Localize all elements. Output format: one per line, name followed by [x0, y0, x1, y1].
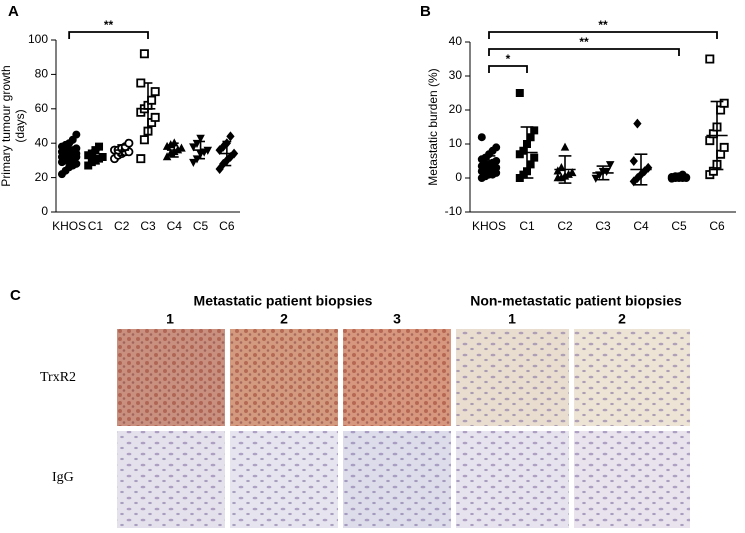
data-point	[526, 160, 535, 169]
image-texture	[117, 329, 225, 426]
data-point	[139, 49, 149, 59]
x-tick-label: C5	[671, 219, 687, 233]
data-point	[526, 133, 535, 142]
x-tick-label: KHOS	[472, 219, 506, 233]
data-point	[567, 168, 577, 177]
image-texture	[343, 431, 451, 528]
y-tick-label: 20	[35, 170, 49, 184]
data-point	[492, 156, 501, 165]
data-point	[124, 138, 134, 148]
image-texture	[574, 431, 690, 528]
significance-label: **	[579, 35, 589, 49]
x-tick-label: C2	[557, 219, 573, 233]
data-point	[147, 95, 157, 105]
y-tick-label: 20	[449, 102, 463, 116]
image-texture	[456, 431, 569, 528]
column-label: 1	[166, 311, 174, 327]
significance-bracket	[488, 31, 718, 39]
y-tick-label: -10	[445, 204, 463, 218]
significance-label: **	[598, 18, 608, 32]
row-label: TrxR2	[40, 370, 76, 385]
data-point	[226, 131, 235, 142]
y-tick-label: 40	[449, 34, 463, 48]
x-tick-label: C4	[633, 219, 649, 233]
image-texture	[456, 329, 569, 426]
x-tick-label: C4	[167, 219, 183, 233]
y-tick-label: 100	[28, 32, 48, 46]
data-point	[705, 54, 715, 64]
data-point	[136, 154, 146, 164]
data-point	[629, 156, 638, 166]
image-texture	[117, 431, 225, 528]
data-point	[95, 142, 104, 151]
image-texture	[574, 329, 690, 426]
data-point	[633, 118, 642, 129]
row-label: IgG	[52, 470, 74, 485]
panel-label: A	[8, 3, 19, 20]
data-point	[189, 158, 198, 167]
group-title: Metastatic patient biopsies	[194, 293, 373, 309]
image-texture	[343, 329, 451, 426]
data-point	[136, 78, 146, 88]
data-point	[602, 167, 611, 177]
x-tick-label: C5	[193, 219, 209, 233]
x-tick-label: C3	[140, 219, 156, 233]
y-axis-label: Metastatic burden (%)	[426, 68, 440, 185]
data-point	[719, 98, 729, 108]
micrographs	[117, 329, 690, 528]
y-tick-label: 60	[35, 101, 49, 115]
data-point	[150, 112, 160, 122]
x-tick-label: C1	[88, 219, 104, 233]
column-label: 2	[618, 311, 626, 327]
y-tick-label: 0	[455, 170, 462, 184]
panel-label: C	[10, 287, 21, 304]
y-tick-label: 80	[35, 67, 49, 81]
data-point	[139, 135, 149, 145]
data-point	[519, 146, 528, 155]
y-tick-label: 0	[41, 204, 48, 218]
y-tick-label: 40	[35, 135, 49, 149]
data-point	[530, 126, 539, 135]
data-point	[605, 161, 615, 170]
data-point	[560, 142, 570, 151]
x-tick-label: C2	[114, 219, 130, 233]
y-tick-label: 30	[449, 68, 463, 82]
group-title: Non-metastatic patient biopsies	[470, 293, 682, 309]
image-texture	[230, 329, 338, 426]
data-point	[477, 133, 486, 142]
significance-bracket	[488, 48, 680, 56]
y-tick-label: 10	[449, 136, 463, 150]
x-tick-label: C6	[219, 219, 235, 233]
column-label: 2	[280, 311, 288, 327]
data-point	[72, 130, 81, 139]
data-point	[189, 143, 198, 152]
significance-label: *	[506, 52, 511, 66]
x-tick-label: C3	[595, 219, 611, 233]
significance-label: **	[104, 18, 114, 32]
data-point	[492, 143, 501, 152]
panel-label: B	[420, 3, 431, 20]
data-point	[591, 174, 601, 183]
data-point	[150, 87, 160, 97]
x-tick-label: KHOS	[52, 219, 86, 233]
column-label: 3	[393, 311, 401, 327]
x-tick-label: C6	[709, 219, 725, 233]
y-axis-label: (days)	[13, 109, 27, 142]
data-point	[719, 142, 729, 152]
significance-bracket	[68, 31, 149, 39]
data-point	[515, 89, 524, 97]
data-point	[196, 134, 205, 143]
data-point	[215, 164, 224, 174]
significance-bracket	[488, 65, 528, 73]
column-label: 1	[508, 311, 516, 327]
x-tick-label: C1	[519, 219, 535, 233]
y-axis-label: Primary tumour growth	[0, 65, 13, 186]
data-point	[530, 153, 539, 162]
data-point	[72, 144, 81, 153]
image-texture	[230, 431, 338, 528]
